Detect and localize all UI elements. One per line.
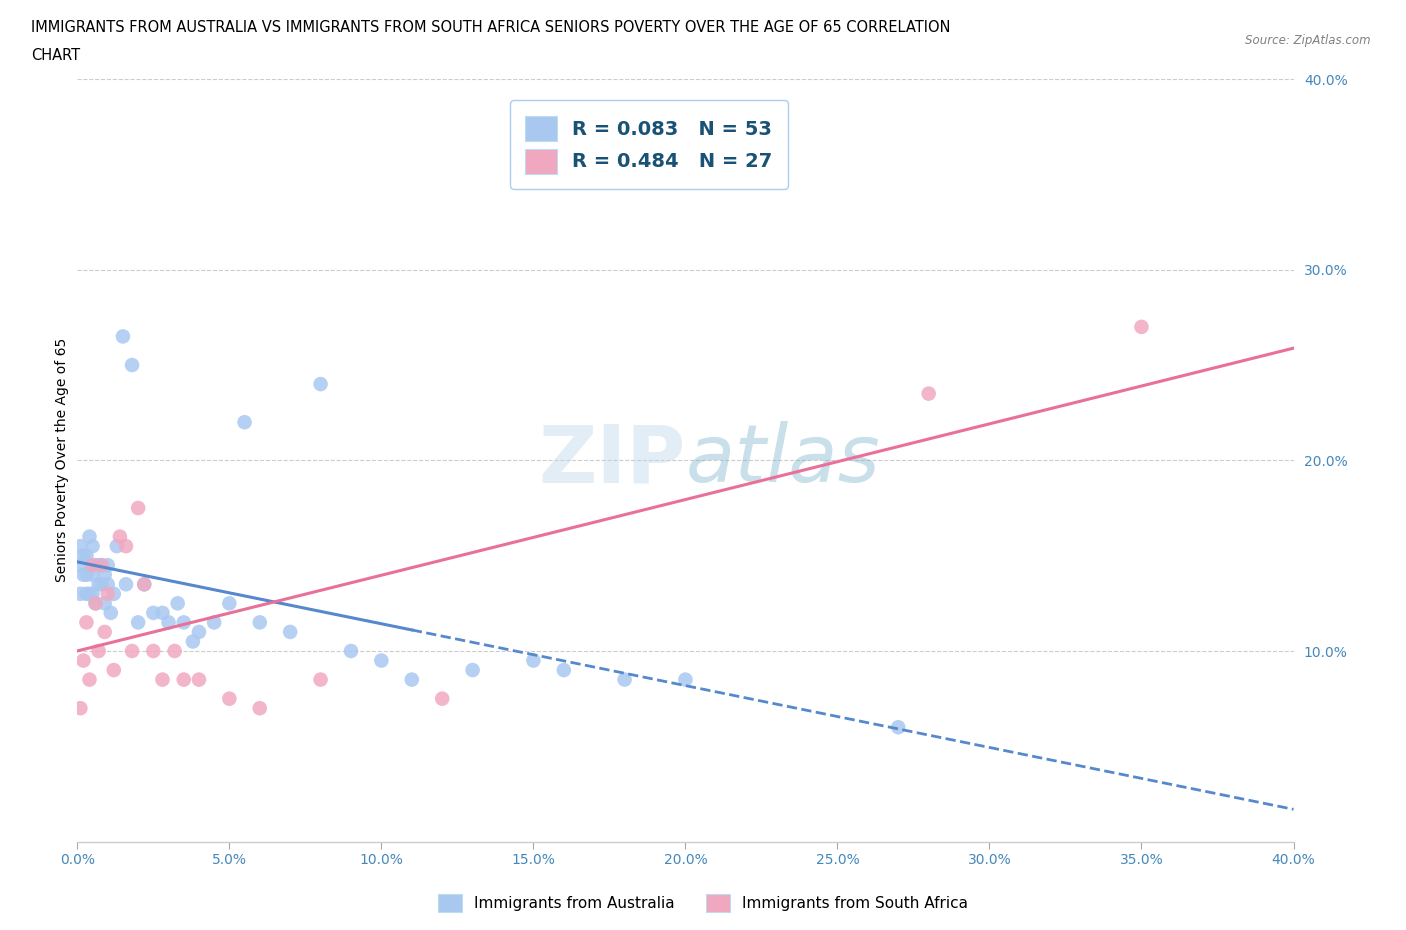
Point xyxy=(152,605,174,620)
Point xyxy=(84,596,107,611)
Legend: R = 0.083   N = 53, R = 0.484   N = 27: R = 0.083 N = 53, R = 0.484 N = 27 xyxy=(510,100,787,189)
Point xyxy=(173,672,195,687)
Point xyxy=(134,577,156,591)
Point xyxy=(87,558,110,573)
Point xyxy=(103,663,125,678)
Point xyxy=(233,415,256,430)
Point xyxy=(108,529,131,544)
Point xyxy=(72,567,94,582)
Point xyxy=(121,644,143,658)
Point xyxy=(87,644,110,658)
Point xyxy=(401,672,423,687)
Point xyxy=(218,596,240,611)
Point xyxy=(79,587,101,602)
Point xyxy=(82,567,104,582)
Point xyxy=(370,653,392,668)
Point xyxy=(97,577,120,591)
Point xyxy=(87,577,110,591)
Point xyxy=(522,653,544,668)
Point xyxy=(115,538,138,553)
Point xyxy=(69,587,91,602)
Point xyxy=(111,329,134,344)
Point xyxy=(163,644,186,658)
Point xyxy=(188,672,211,687)
Point xyxy=(134,577,156,591)
Point xyxy=(432,691,454,706)
Point xyxy=(105,538,128,553)
Point xyxy=(97,587,120,602)
Point xyxy=(166,596,188,611)
Point xyxy=(75,615,97,630)
Point xyxy=(97,558,120,573)
Point xyxy=(72,549,94,564)
Y-axis label: Seniors Poverty Over the Age of 65: Seniors Poverty Over the Age of 65 xyxy=(55,339,69,582)
Point xyxy=(115,577,138,591)
Point xyxy=(79,529,101,544)
Point xyxy=(127,500,149,515)
Point xyxy=(1130,320,1153,335)
Point xyxy=(188,625,211,640)
Point xyxy=(69,701,91,716)
Point xyxy=(84,558,107,573)
Point xyxy=(309,377,332,392)
Point xyxy=(675,672,697,687)
Point xyxy=(121,358,143,373)
Point xyxy=(90,558,112,573)
Point xyxy=(157,615,180,630)
Point xyxy=(84,596,107,611)
Point xyxy=(553,663,575,678)
Text: Source: ZipAtlas.com: Source: ZipAtlas.com xyxy=(1246,34,1371,47)
Point xyxy=(93,567,115,582)
Point xyxy=(93,625,115,640)
Point xyxy=(72,653,94,668)
Point xyxy=(75,549,97,564)
Point xyxy=(69,538,91,553)
Point xyxy=(173,615,195,630)
Text: ZIP: ZIP xyxy=(538,421,686,499)
Point xyxy=(69,558,91,573)
Point xyxy=(79,672,101,687)
Point xyxy=(202,615,225,630)
Point xyxy=(309,672,332,687)
Point xyxy=(181,634,204,649)
Text: IMMIGRANTS FROM AUSTRALIA VS IMMIGRANTS FROM SOUTH AFRICA SENIORS POVERTY OVER T: IMMIGRANTS FROM AUSTRALIA VS IMMIGRANTS … xyxy=(31,20,950,35)
Point xyxy=(887,720,910,735)
Point xyxy=(340,644,363,658)
Point xyxy=(613,672,636,687)
Point xyxy=(249,701,271,716)
Point xyxy=(103,587,125,602)
Text: atlas: atlas xyxy=(686,421,880,499)
Point xyxy=(127,615,149,630)
Point xyxy=(75,587,97,602)
Point xyxy=(82,587,104,602)
Point xyxy=(90,558,112,573)
Point xyxy=(142,605,165,620)
Point xyxy=(918,386,941,401)
Point xyxy=(278,625,301,640)
Point xyxy=(90,577,112,591)
Point xyxy=(152,672,174,687)
Point xyxy=(82,538,104,553)
Point xyxy=(100,605,122,620)
Point xyxy=(82,558,104,573)
Point xyxy=(218,691,240,706)
Point xyxy=(249,615,271,630)
Legend: Immigrants from Australia, Immigrants from South Africa: Immigrants from Australia, Immigrants fr… xyxy=(432,888,974,918)
Point xyxy=(75,567,97,582)
Text: CHART: CHART xyxy=(31,48,80,63)
Point xyxy=(461,663,484,678)
Point xyxy=(142,644,165,658)
Point xyxy=(93,596,115,611)
